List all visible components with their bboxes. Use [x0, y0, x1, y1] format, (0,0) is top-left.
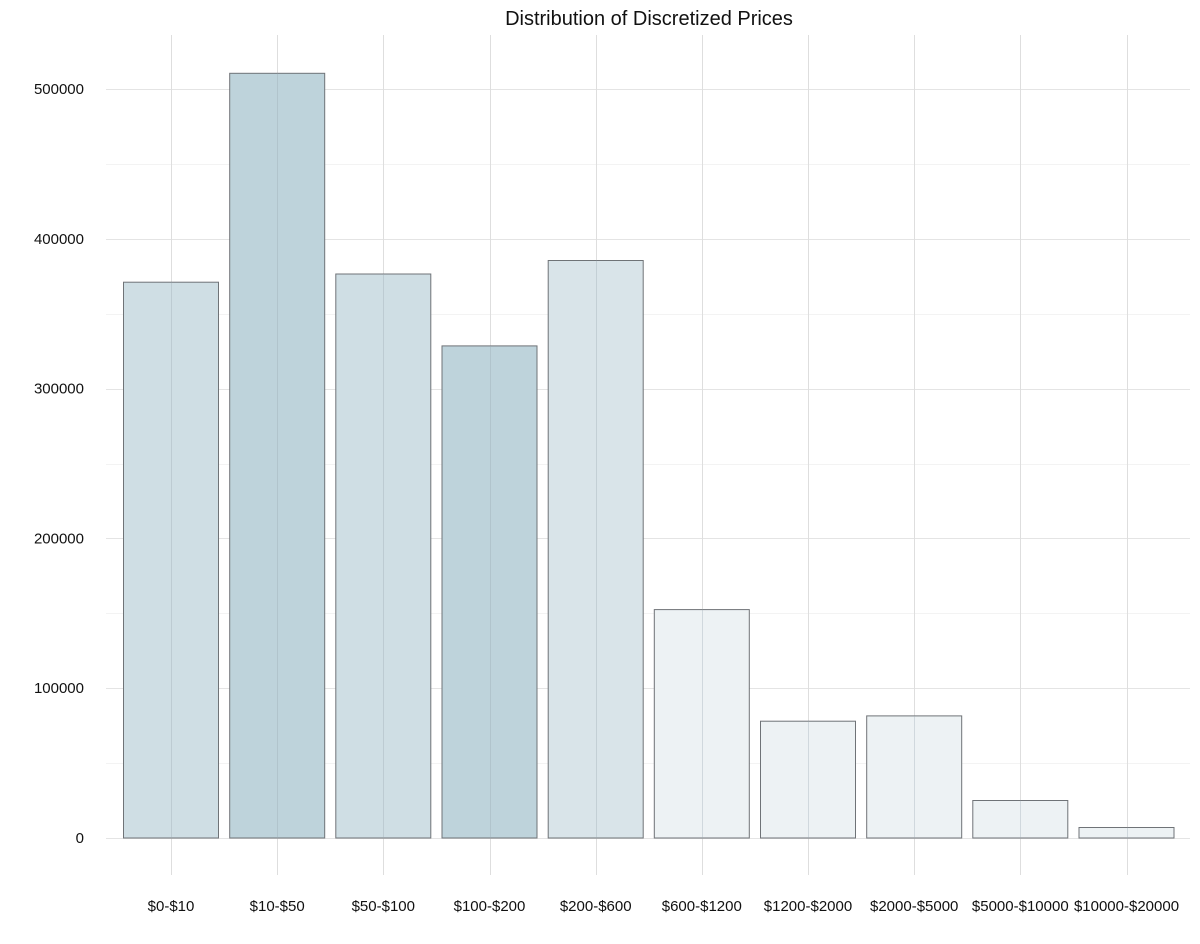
bar-1: [123, 281, 219, 839]
x-tick-label: $10-$50: [250, 898, 305, 915]
x-tick-label: $5000-$10000: [972, 898, 1069, 915]
x-tick-label: $200-$600: [560, 898, 632, 915]
x-tick-label: $10000-$20000: [1074, 898, 1179, 915]
x-axis-tick-labels: $0-$10 $10-$50 $50-$100 $100-$200 $200-$600 $…: [148, 898, 1179, 915]
y-tick-label: 200000: [34, 530, 84, 547]
bars: [123, 72, 1175, 839]
y-tick-label: 500000: [34, 81, 84, 98]
bar-8: [866, 715, 963, 839]
y-tick-label: 0: [76, 830, 84, 847]
x-tick-label: $1200-$2000: [764, 898, 852, 915]
x-tick-label: $600-$1200: [662, 898, 742, 915]
bar-9: [972, 800, 1069, 839]
chart-title: Distribution of Discretized Prices: [505, 8, 793, 30]
bar-2: [229, 72, 326, 839]
y-tick-label: 100000: [34, 680, 84, 697]
bar-6: [653, 609, 750, 839]
y-axis-tick-labels: 0 100000 200000 300000 400000 500000: [34, 81, 84, 847]
vertical-grid-overlay: [171, 73, 1128, 838]
x-tick-label: $0-$10: [148, 898, 195, 915]
bar-5: [547, 260, 644, 839]
x-tick-label: $100-$200: [454, 898, 526, 915]
bar-10: [1078, 827, 1175, 839]
y-tick-label: 400000: [34, 231, 84, 248]
bar-3: [335, 273, 432, 839]
bar-7: [760, 720, 856, 839]
x-tick-label: $2000-$5000: [870, 898, 958, 915]
bar-4: [441, 345, 538, 839]
x-tick-label: $50-$100: [352, 898, 415, 915]
y-tick-label: 300000: [34, 381, 84, 398]
